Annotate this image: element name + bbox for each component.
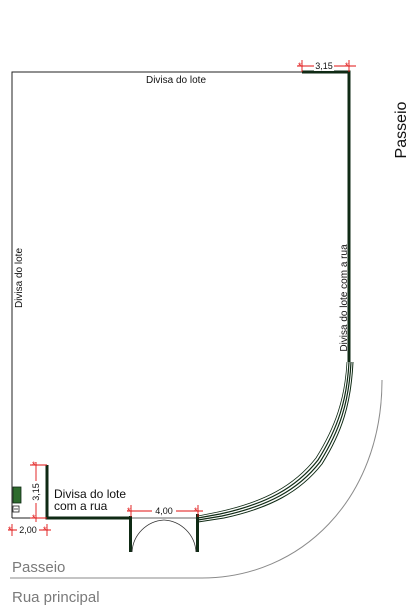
dimension-label-bottom-left: 2,00 <box>19 525 37 535</box>
dimension-label-left-vertical: 3,15 <box>31 483 41 501</box>
curb-line <box>10 379 383 579</box>
svg-text:*: * <box>43 525 47 535</box>
svg-text:*: * <box>127 506 131 516</box>
meter-box <box>12 486 22 504</box>
gate-post-left <box>129 516 132 552</box>
curved-wall <box>197 361 354 523</box>
dimension-label-top-right: 3,15 <box>315 61 333 71</box>
svg-text:*: * <box>32 513 36 523</box>
label-bottom-boundary-2: com a rua <box>54 499 108 513</box>
svg-text:*: * <box>345 61 349 71</box>
label-right-boundary: Divisa do lote com a rua <box>339 244 350 352</box>
label-bottom-sidewalk: Passeio <box>12 559 65 576</box>
label-bottom-boundary-1: Divisa do lote <box>54 487 126 501</box>
gate-post-right <box>196 514 199 552</box>
svg-text:*: * <box>8 525 12 535</box>
label-right-sidewalk: Passeio <box>393 101 410 158</box>
svg-text:*: * <box>194 506 198 516</box>
dimension-label-gate: 4,00 <box>155 506 173 516</box>
gate-swing <box>131 517 197 553</box>
svg-text:*: * <box>32 460 36 470</box>
label-left-boundary: Divisa do lote <box>14 248 25 308</box>
lot-boundary-thin <box>11 71 302 518</box>
label-main-street: Rua principal <box>12 589 100 606</box>
label-top-boundary: Divisa do lote <box>146 75 206 86</box>
svg-text:*: * <box>298 61 302 71</box>
